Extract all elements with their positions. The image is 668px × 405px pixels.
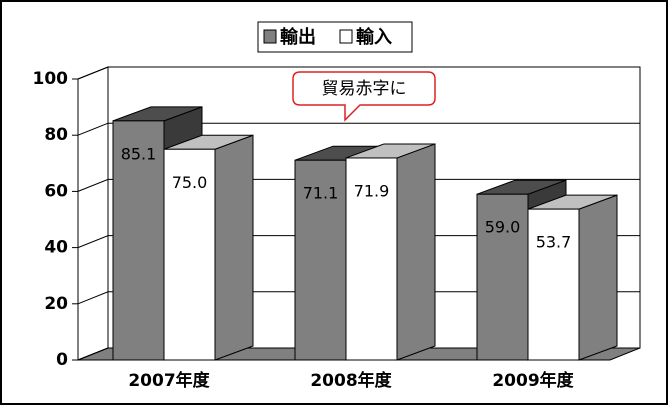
value-label: 53.7 [536, 233, 572, 252]
legend-swatch [263, 29, 277, 44]
bar [294, 159, 347, 361]
y-tick-label: 40 [44, 238, 68, 258]
grid-line [77, 235, 640, 249]
value-label: 71.9 [354, 181, 390, 200]
bar [163, 148, 216, 361]
callout [292, 71, 436, 122]
value-label: 59.0 [485, 218, 521, 237]
x-tick-label: 2007年度 [128, 370, 210, 391]
annotation: 貿易赤字に [322, 79, 407, 99]
grid-line [77, 66, 640, 80]
legend-label: 輸出 [280, 26, 316, 48]
x-tick-label: 2009年度 [492, 370, 574, 391]
bar-side [214, 134, 254, 361]
value-label: 75.0 [172, 173, 208, 192]
bar-side [578, 194, 618, 361]
grid-line [77, 178, 640, 192]
bar [476, 193, 529, 361]
side-wall [77, 66, 109, 361]
legend-box [257, 21, 413, 53]
y-tick-label: 80 [44, 125, 68, 145]
value-label: 85.1 [121, 144, 157, 163]
y-tick-label: 60 [44, 181, 68, 201]
grid-line [77, 291, 640, 305]
y-tick-label: 20 [44, 294, 68, 314]
legend-swatch [339, 29, 353, 44]
legend-label: 輸入 [356, 26, 392, 48]
bar [527, 208, 580, 361]
y-tick-label: 100 [33, 69, 69, 89]
x-tick-label: 2008年度 [310, 370, 392, 391]
bar [112, 120, 165, 361]
value-label: 71.1 [303, 184, 339, 203]
bar [345, 157, 398, 361]
y-tick-label: 0 [56, 350, 68, 370]
bar-side [396, 143, 436, 361]
grid-line [77, 347, 640, 361]
grid-line [77, 122, 640, 136]
